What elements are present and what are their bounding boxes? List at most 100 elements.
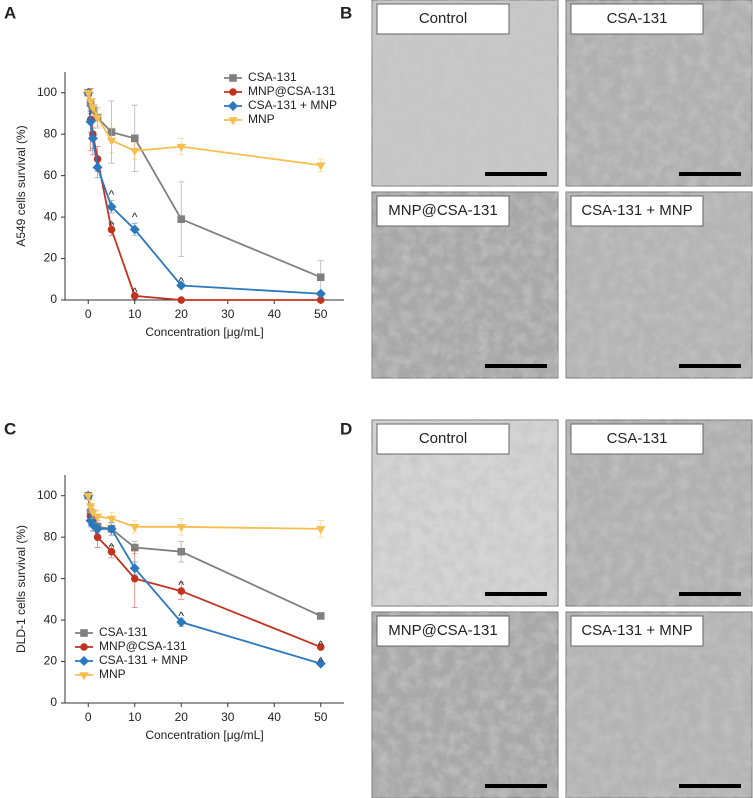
legend-label: CSA-131 + MNP bbox=[99, 653, 188, 667]
marker bbox=[83, 492, 93, 502]
marker bbox=[316, 273, 325, 281]
marker bbox=[176, 524, 186, 533]
legend-marker bbox=[227, 100, 239, 112]
marker bbox=[83, 89, 93, 99]
marker bbox=[106, 523, 117, 534]
y-tick-label: 80 bbox=[44, 126, 58, 140]
y-tick-label: 60 bbox=[44, 571, 58, 585]
marker bbox=[316, 643, 325, 651]
legend-label: MNP bbox=[99, 667, 126, 681]
marker bbox=[106, 515, 117, 524]
image-label: CSA-131 + MNP bbox=[581, 622, 692, 639]
marker bbox=[92, 114, 103, 123]
micrograph: MNP@CSA-131 bbox=[371, 611, 559, 798]
scale-bar bbox=[679, 784, 741, 788]
x-tick-label: 0 bbox=[85, 710, 92, 724]
micrograph: CSA-131 + MNP bbox=[565, 191, 753, 379]
y-tick-label: 100 bbox=[37, 85, 57, 99]
series-line bbox=[87, 495, 322, 617]
marker bbox=[177, 215, 186, 223]
marker bbox=[315, 288, 326, 299]
legend-label: MNP@CSA-131 bbox=[248, 84, 336, 98]
legend-label: CSA-131 bbox=[248, 70, 297, 84]
marker bbox=[130, 147, 140, 157]
marker bbox=[92, 523, 103, 534]
micrograph: CSA-131 bbox=[565, 0, 753, 187]
marker bbox=[106, 137, 117, 146]
marker bbox=[130, 574, 139, 583]
marker bbox=[85, 98, 96, 107]
legend-marker bbox=[229, 88, 237, 96]
marker bbox=[315, 658, 326, 669]
annotation: ^ bbox=[109, 187, 115, 201]
panel-letter: C bbox=[4, 419, 16, 438]
annotation: ^ bbox=[109, 218, 115, 232]
marker bbox=[316, 526, 326, 535]
legend-label: CSA-131 bbox=[99, 625, 148, 639]
x-tick-label: 20 bbox=[175, 710, 189, 724]
image-label: MNP@CSA-131 bbox=[388, 202, 497, 219]
marker bbox=[107, 225, 116, 234]
x-tick-label: 0 bbox=[85, 307, 92, 321]
micrograph: MNP@CSA-131 bbox=[371, 191, 559, 379]
marker bbox=[130, 134, 139, 143]
y-tick-label: 20 bbox=[44, 251, 58, 265]
series-line bbox=[87, 495, 321, 530]
x-tick-label: 40 bbox=[268, 307, 282, 321]
annotation: ^ bbox=[109, 541, 115, 555]
image-label: Control bbox=[419, 10, 467, 27]
scale-bar bbox=[485, 592, 547, 596]
marker bbox=[92, 513, 103, 522]
marker bbox=[85, 116, 96, 127]
marker bbox=[176, 143, 186, 152]
y-axis-label: A549 cells survival (%) bbox=[14, 125, 28, 246]
micrograph: Control bbox=[371, 0, 559, 187]
marker bbox=[176, 280, 187, 291]
x-tick-label: 30 bbox=[221, 307, 235, 321]
marker bbox=[316, 162, 326, 171]
marker bbox=[92, 162, 103, 173]
marker bbox=[129, 563, 140, 574]
micrograph: Control bbox=[371, 419, 559, 607]
marker bbox=[177, 296, 186, 304]
x-axis-label: Concentration [μg/mL] bbox=[145, 728, 263, 742]
y-tick-label: 60 bbox=[44, 168, 58, 182]
marker bbox=[177, 587, 186, 595]
scale-bar bbox=[485, 364, 547, 368]
x-axis-label: Concentration [μg/mL] bbox=[145, 325, 263, 339]
scale-bar bbox=[485, 172, 547, 176]
legend-marker bbox=[228, 117, 238, 126]
label-box bbox=[376, 423, 510, 455]
label-box bbox=[570, 195, 704, 227]
y-axis-label: DLD-1 cells survival (%) bbox=[14, 525, 28, 653]
y-tick-label: 80 bbox=[44, 529, 58, 543]
marker bbox=[177, 547, 186, 556]
x-tick-label: 30 bbox=[221, 710, 235, 724]
legend-marker bbox=[78, 655, 90, 667]
x-tick-label: 50 bbox=[314, 710, 328, 724]
micrograph: CSA-131 + MNP bbox=[565, 611, 753, 798]
label-box bbox=[570, 423, 704, 455]
annotation: ^ bbox=[178, 578, 184, 592]
annotation: ^ bbox=[318, 655, 324, 669]
image-label: CSA-131 bbox=[607, 430, 668, 447]
scale-bar bbox=[485, 784, 547, 788]
label-box bbox=[376, 615, 510, 647]
label-box bbox=[376, 3, 510, 35]
series-line bbox=[87, 92, 322, 279]
scale-bar bbox=[679, 364, 741, 368]
marker bbox=[176, 617, 187, 628]
y-tick-label: 0 bbox=[50, 695, 57, 709]
panel-letter: B bbox=[340, 3, 352, 22]
x-tick-label: 10 bbox=[128, 710, 142, 724]
y-tick-label: 20 bbox=[44, 654, 58, 668]
marker bbox=[85, 503, 96, 512]
legend-marker bbox=[80, 643, 88, 651]
legend-marker bbox=[229, 74, 237, 82]
panel-letter: D bbox=[340, 419, 352, 438]
legend-label: MNP@CSA-131 bbox=[99, 639, 187, 653]
marker bbox=[106, 201, 117, 212]
y-tick-label: 0 bbox=[50, 292, 57, 306]
series-line bbox=[87, 92, 321, 301]
